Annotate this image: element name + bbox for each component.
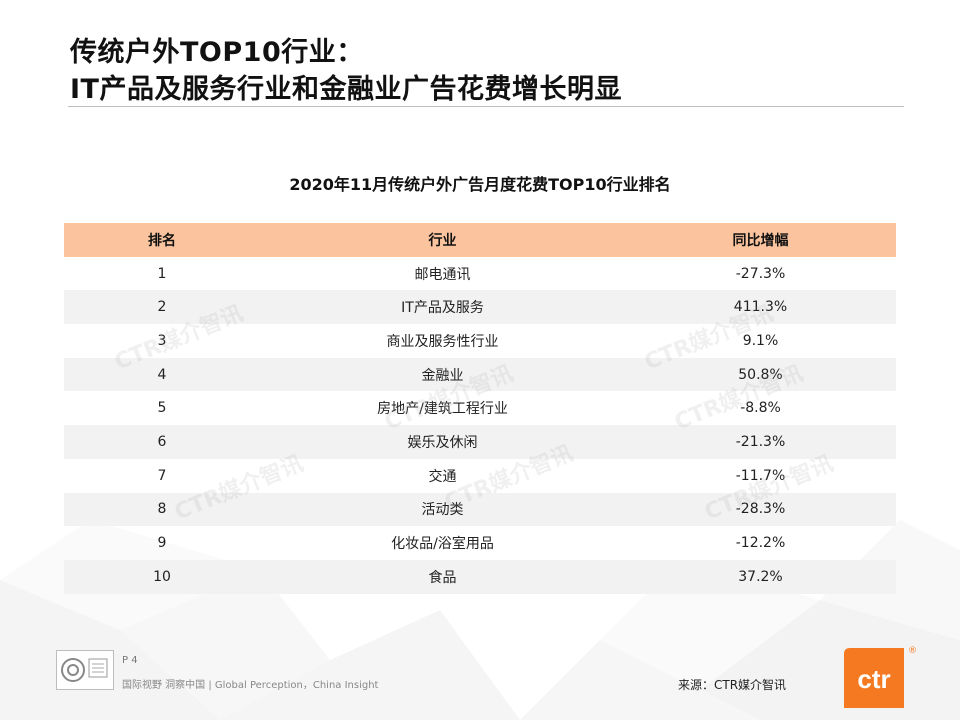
rank-cell: 5 [157,400,167,417]
growth-cell: -12.2% [735,535,786,552]
table-header-row: 排名 行业 同比增幅 [64,223,896,257]
header-yoy-growth: 同比增幅 [625,223,896,257]
industry-cell: 房地产/建筑工程行业 [377,401,508,418]
ctr-logo: ctr [844,648,904,708]
footer-tagline: 国际视野 洞察中国 | Global Perception，China Insi… [122,680,379,691]
table-row: 4 金融业 50.8% [64,357,896,392]
rank-cell: 10 [64,559,260,594]
rank-cell: 4 [64,357,260,392]
industry-cell: 金融业 [260,357,625,392]
rank-cell: 3 [157,332,167,349]
table-row: 3 商业及服务性行业 9.1% [64,324,896,358]
page-number: P 4 [122,655,138,666]
industry-cell: 食品 [260,559,625,594]
growth-cell: -8.8% [740,400,781,417]
industry-cell: 活动类 [260,492,625,527]
title-line-1: 传统户外TOP10行业： [70,37,364,68]
growth-cell: -21.3% [625,425,896,459]
header-rank: 排名 [64,223,260,257]
header-industry: 行业 [260,223,625,257]
industry-cell: IT产品及服务 [260,290,625,325]
rank-cell: 6 [64,425,260,459]
rank-cell: 1 [157,265,167,282]
table-row: 5 房地产/建筑工程行业 -8.8% [64,391,896,425]
rank-cell: 8 [64,492,260,527]
certification-icon [61,658,108,682]
table-row: 7 交通 -11.7% [64,459,896,493]
growth-cell: 9.1% [742,332,779,349]
growth-cell: 37.2% [625,559,896,594]
ranking-table: 排名 行业 同比增幅 1 邮电通讯 -27.3% 2 IT产品及服务 411.3… [64,223,896,594]
industry-cell: 交通 [428,468,457,485]
ctr-logo-text: ctr [857,664,890,694]
rank-cell: 9 [157,535,167,552]
source-note: 来源：CTR媒介智讯 [678,678,787,692]
table-row: 1 邮电通讯 -27.3% [64,257,896,291]
growth-cell: -28.3% [625,492,896,527]
growth-cell: 411.3% [625,290,896,325]
table-row: 10 食品 37.2% [64,559,896,594]
table-row: 6 娱乐及休闲 -21.3% [64,425,896,459]
slide-title: 传统户外TOP10行业： IT产品及服务行业和金融业广告花费增长明显 [70,34,622,108]
rank-cell: 2 [64,290,260,325]
growth-cell: -27.3% [735,265,786,282]
certification-logo [56,650,114,690]
industry-cell: 化妆品/浴室用品 [391,536,494,553]
industry-cell: 商业及服务性行业 [386,333,499,350]
table-row: 8 活动类 -28.3% [64,492,896,527]
table-row: 9 化妆品/浴室用品 -12.2% [64,526,896,560]
title-line-2: IT产品及服务行业和金融业广告花费增长明显 [70,74,622,105]
industry-cell: 邮电通讯 [414,266,471,283]
industry-cell: 娱乐及休闲 [260,425,625,459]
table-title: 2020年11月传统户外广告月度花费TOP10行业排名 [289,175,671,194]
rank-cell: 7 [157,467,167,484]
title-divider [68,106,904,107]
growth-cell: 50.8% [625,357,896,392]
growth-cell: -11.7% [735,467,786,484]
table-row: 2 IT产品及服务 411.3% [64,290,896,325]
registered-mark: ® [908,646,917,656]
